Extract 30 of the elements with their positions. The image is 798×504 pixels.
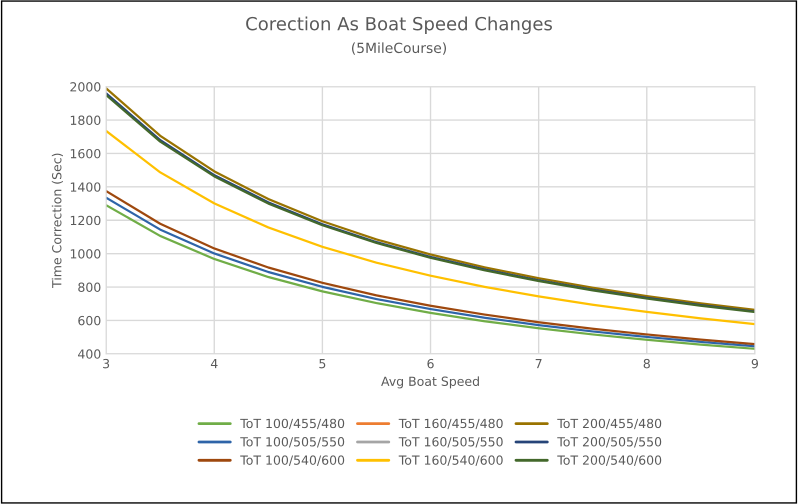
legend-label: ToT 160/455/480 [398, 418, 503, 430]
legend-label: ToT 160/505/550 [398, 437, 503, 448]
legend-label: ToT 100/455/480 [240, 418, 344, 430]
y-tick-label: 400 [78, 349, 100, 359]
legend-label: ToT 200/540/600 [557, 455, 662, 466]
legend-label: ToT 100/505/550 [240, 437, 344, 448]
y-axis-title: Time Correction (Sec) [52, 154, 63, 288]
chart-subtitle: (5MileCourse) [352, 42, 446, 55]
legend-label: ToT 200/455/480 [557, 418, 662, 430]
x-tick-label: 6 [427, 358, 434, 368]
y-tick-label: 2000 [70, 82, 100, 92]
legend-label: ToT 100/540/600 [240, 455, 344, 466]
y-tick-label: 1400 [70, 182, 100, 192]
y-tick-label: 1000 [70, 249, 100, 259]
y-tick-label: 800 [78, 282, 100, 292]
x-tick-label: 8 [644, 358, 650, 368]
x-tick-label: 7 [536, 359, 542, 368]
chart-title: Corection As Boat Speed Changes [246, 16, 552, 34]
legend-label: ToT 160/540/600 [398, 455, 503, 466]
legend-label: ToT 200/505/550 [557, 437, 662, 448]
y-tick-label: 1600 [70, 148, 100, 158]
line-series [106, 130, 755, 326]
x-tick-label: 3 [103, 358, 110, 368]
y-tick-label: 1800 [70, 116, 100, 126]
x-tick-label: 9 [752, 358, 758, 368]
x-axis-title: Avg Boat Speed [381, 376, 479, 388]
x-tick-label: 4 [210, 359, 218, 368]
y-tick-label: 600 [78, 316, 100, 326]
x-tick-label: 5 [319, 359, 326, 368]
y-tick-label: 1200 [70, 216, 100, 226]
